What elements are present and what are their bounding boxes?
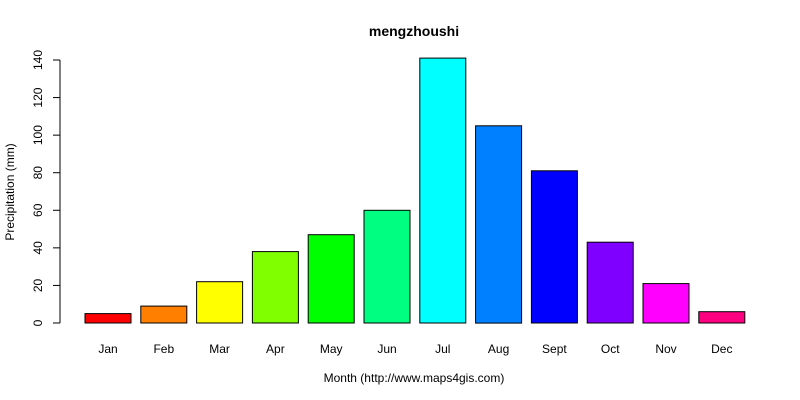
bar-feb [140,305,188,324]
bar-nov [642,283,690,324]
bars [84,57,746,324]
bar-jul [419,57,467,324]
x-tick-label: May [320,342,343,356]
bar-may [307,234,355,324]
y-tick-label: 20 [31,278,45,292]
bar-sept [530,170,578,324]
x-tick-label: Jun [377,342,396,356]
x-axis-labels: Jan Feb Mar Apr May Jun Jul Aug Sept Oct Nov Dec [98,342,732,356]
x-tick-label: Jan [98,342,117,356]
bar-dec [698,311,746,324]
x-tick-label: Mar [209,342,230,356]
x-tick-label: Oct [601,342,620,356]
y-axis-label: Precipitation (mm) [3,143,17,240]
x-tick-label: Sept [542,342,567,356]
y-tick-label: 0 [31,319,45,326]
bar-oct [586,241,634,324]
x-tick-label: Dec [711,342,732,356]
x-tick-label: Feb [153,342,174,356]
y-tick-label: 60 [31,203,45,217]
x-tick-label: Apr [266,342,285,356]
bar-jun [363,209,411,324]
y-tick-label: 100 [31,125,45,145]
x-tick-label: Nov [655,342,676,356]
bar-jan [84,313,132,324]
y-axis: 0 20 40 60 80 100 120 140 [31,50,61,326]
chart-title: mengzhoushi [369,23,459,39]
y-tick-label: 120 [31,87,45,107]
y-tick-label: 140 [31,50,45,70]
x-tick-label: Jul [435,342,450,356]
bar-mar [196,281,244,324]
y-tick-label: 80 [31,166,45,180]
bar-aug [475,125,523,324]
bar-apr [251,251,299,324]
x-axis-label: Month (http://www.maps4gis.com) [324,371,505,385]
x-tick-label: Aug [488,342,509,356]
y-tick-label: 40 [31,241,45,255]
